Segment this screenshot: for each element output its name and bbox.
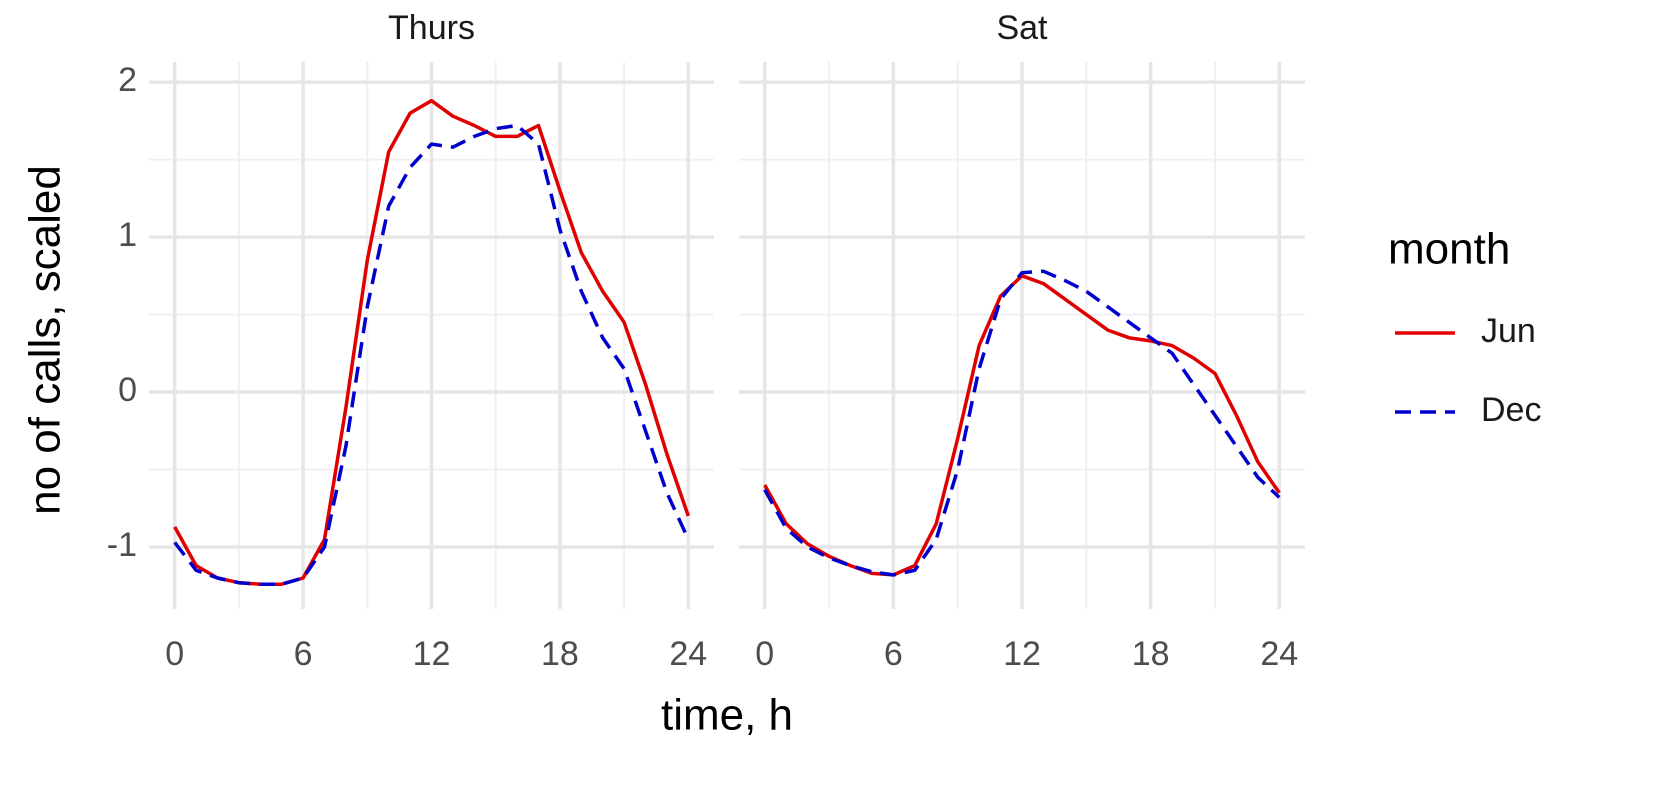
facet-title: Sat xyxy=(996,9,1048,47)
legend-label: Dec xyxy=(1481,391,1541,429)
data-line xyxy=(763,274,1281,577)
y-tick-label: -1 xyxy=(107,526,137,564)
x-tick-label: 6 xyxy=(884,635,903,673)
x-tick-label: 24 xyxy=(1260,635,1298,673)
x-tick-label: 18 xyxy=(541,635,579,673)
x-tick-label: 0 xyxy=(165,635,184,673)
data-line xyxy=(173,123,690,586)
x-tick-label: 18 xyxy=(1132,635,1170,673)
legend-label: Jun xyxy=(1481,312,1536,350)
x-tick-label: 12 xyxy=(1003,635,1041,673)
x-tick-label: 24 xyxy=(669,635,707,673)
x-tick-label: 12 xyxy=(413,635,451,673)
x-tick-label: 6 xyxy=(294,635,313,673)
x-axis-label: time, h xyxy=(661,691,793,740)
y-tick-label: 0 xyxy=(118,371,137,409)
y-axis-label: no of calls, scaled xyxy=(21,165,70,515)
facet-title: Thurs xyxy=(388,9,475,47)
y-tick-label: 1 xyxy=(118,216,137,254)
data-line xyxy=(763,269,1281,577)
legend-title: month xyxy=(1388,225,1510,274)
y-tick-label: 2 xyxy=(118,61,137,99)
x-tick-label: 0 xyxy=(755,635,774,673)
